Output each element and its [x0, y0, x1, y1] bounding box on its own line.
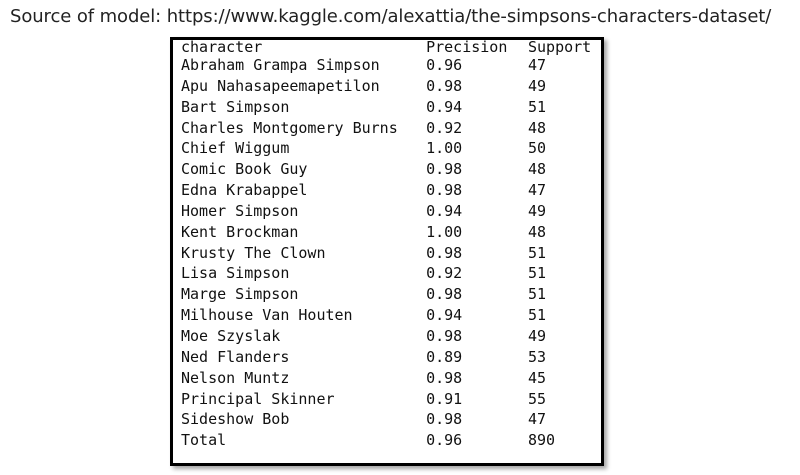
cell-support: 51: [527, 97, 547, 116]
cell-precision: 0.98: [426, 410, 463, 429]
table-header: character Precision Support: [181, 40, 601, 55]
cell-precision: 0.98: [426, 285, 463, 304]
cell-precision: 0.94: [426, 201, 463, 220]
cell-precision: 0.96: [426, 56, 463, 74]
table-row: Kent Brockman 1.00 48: [181, 222, 601, 243]
cell-support: 51: [527, 264, 547, 283]
table-row: Total 0.96 890: [181, 430, 601, 451]
table-row: Ned Flanders 0.89 53: [181, 347, 601, 368]
cell-character: Charles Montgomery Burns: [181, 118, 398, 137]
cell-character: Chief Wiggum: [181, 139, 290, 158]
table-row: Bart Simpson 0.94 51: [181, 97, 601, 118]
cell-precision: 0.94: [426, 97, 463, 116]
cell-precision: 0.89: [426, 347, 463, 366]
source-caption: Source of model: https://www.kaggle.com/…: [10, 6, 772, 27]
cell-precision: 0.98: [426, 181, 463, 200]
cell-character: Ned Flanders: [181, 347, 290, 366]
cell-support: 50: [527, 139, 547, 158]
cell-precision: 0.92: [426, 118, 463, 137]
cell-character: Homer Simpson: [181, 201, 299, 220]
classification-report-panel: character Precision Support Abraham Gram…: [170, 37, 604, 466]
cell-support: 47: [527, 56, 547, 74]
table-body: Abraham Grampa Simpson 0.96 47 Apu Nahasape…: [181, 55, 601, 451]
cell-character: Principal Skinner: [181, 389, 335, 408]
table-row: Marge Simpson 0.98 51: [181, 284, 601, 305]
cell-character: Krusty The Clown: [181, 243, 326, 262]
cell-character: Total: [181, 431, 227, 450]
cell-support: 48: [527, 160, 547, 179]
cell-character: Marge Simpson: [181, 285, 299, 304]
cell-character: Apu Nahasapeemapetilon: [181, 76, 380, 95]
table-row: Moe Szyslak 0.98 49: [181, 326, 601, 347]
cell-character: Moe Szyslak: [181, 326, 281, 345]
cell-precision: 1.00: [426, 222, 463, 241]
cell-character: Nelson Muntz: [181, 368, 290, 387]
cell-character: Sideshow Bob: [181, 410, 290, 429]
classification-report-table: character Precision Support Abraham Gram…: [181, 40, 601, 451]
cell-support: 49: [527, 326, 547, 345]
cell-precision: 0.91: [426, 389, 463, 408]
cell-support: 890: [527, 431, 556, 450]
cell-precision: 0.98: [426, 326, 463, 345]
cell-support: 55: [527, 389, 547, 408]
cell-support: 47: [527, 410, 547, 429]
table-row: Edna Krabappel 0.98 47: [181, 180, 601, 201]
cell-character: Lisa Simpson: [181, 264, 290, 283]
table-row: Lisa Simpson 0.92 51: [181, 263, 601, 284]
cell-precision: 0.98: [426, 243, 463, 262]
cell-character: Milhouse Van Houten: [181, 306, 353, 325]
header-precision: Precision: [426, 38, 508, 56]
table-row: Krusty The Clown 0.98 51: [181, 243, 601, 264]
cell-support: 49: [527, 201, 547, 220]
table-row: Comic Book Guy 0.98 48: [181, 159, 601, 180]
cell-precision: 0.98: [426, 76, 463, 95]
cell-support: 47: [527, 181, 547, 200]
cell-support: 49: [527, 76, 547, 95]
cell-support: 45: [527, 368, 547, 387]
header-character: character: [181, 38, 263, 56]
cell-support: 48: [527, 118, 547, 137]
cell-support: 48: [527, 222, 547, 241]
table-row: Chief Wiggum 1.00 50: [181, 138, 601, 159]
table-row: Milhouse Van Houten 0.94 51: [181, 305, 601, 326]
cell-precision: 0.92: [426, 264, 463, 283]
cell-support: 53: [527, 347, 547, 366]
cell-character: Bart Simpson: [181, 97, 290, 116]
cell-precision: 0.98: [426, 368, 463, 387]
header-row: character Precision Support: [181, 40, 601, 55]
cell-character: Comic Book Guy: [181, 160, 308, 179]
table-row: Apu Nahasapeemapetilon 0.98 49: [181, 76, 601, 97]
cell-support: 51: [527, 306, 547, 325]
cell-precision: 1.00: [426, 139, 463, 158]
cell-character: Abraham Grampa Simpson: [181, 56, 380, 74]
cell-precision: 0.94: [426, 306, 463, 325]
table-row: Abraham Grampa Simpson 0.96 47: [181, 55, 601, 76]
header-support: Support: [527, 38, 592, 56]
table-row: Sideshow Bob 0.98 47: [181, 409, 601, 430]
table-row: Nelson Muntz 0.98 45: [181, 368, 601, 389]
table-row: Principal Skinner 0.91 55: [181, 389, 601, 410]
cell-support: 51: [527, 243, 547, 262]
cell-support: 51: [527, 285, 547, 304]
table-row: Charles Montgomery Burns 0.92 48: [181, 118, 601, 139]
cell-character: Kent Brockman: [181, 222, 299, 241]
cell-precision: 0.96: [426, 431, 463, 450]
cell-precision: 0.98: [426, 160, 463, 179]
table-row: Homer Simpson 0.94 49: [181, 201, 601, 222]
cell-character: Edna Krabappel: [181, 181, 308, 200]
